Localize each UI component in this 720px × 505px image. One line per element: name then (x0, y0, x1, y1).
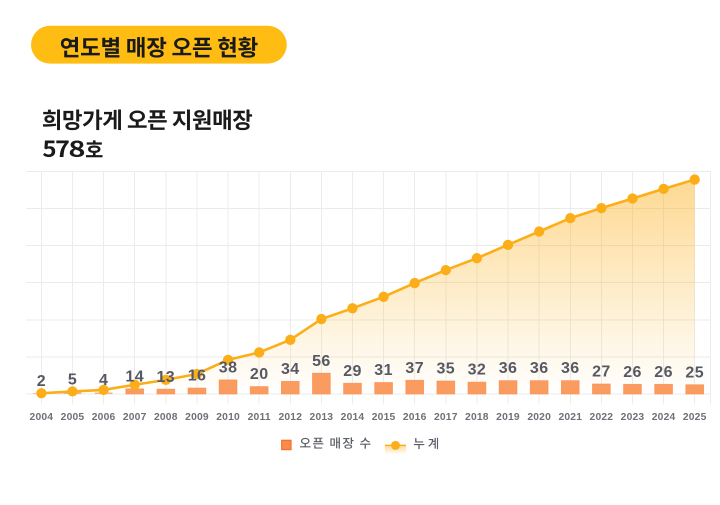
svg-text:26: 26 (623, 364, 642, 381)
svg-text:2020: 2020 (527, 412, 551, 423)
svg-text:2013: 2013 (310, 412, 334, 423)
svg-text:14: 14 (125, 368, 144, 385)
svg-text:5: 5 (68, 372, 77, 389)
svg-text:2024: 2024 (652, 412, 676, 423)
svg-text:16: 16 (188, 368, 207, 385)
svg-text:38: 38 (219, 360, 238, 377)
svg-text:2017: 2017 (434, 412, 458, 423)
svg-text:2011: 2011 (248, 412, 271, 423)
svg-text:2018: 2018 (465, 412, 489, 423)
svg-text:37: 37 (405, 360, 424, 377)
svg-text:2004: 2004 (30, 412, 54, 423)
svg-text:36: 36 (499, 360, 518, 377)
svg-text:29: 29 (343, 363, 362, 380)
svg-text:2010: 2010 (216, 412, 240, 423)
svg-text:4: 4 (99, 372, 108, 389)
svg-text:2: 2 (37, 373, 46, 390)
svg-text:34: 34 (281, 361, 300, 378)
svg-text:25: 25 (685, 364, 704, 381)
svg-text:36: 36 (530, 360, 549, 377)
svg-text:32: 32 (468, 362, 487, 379)
svg-text:2022: 2022 (590, 412, 614, 423)
svg-text:2005: 2005 (61, 412, 85, 423)
svg-text:56: 56 (312, 353, 331, 370)
svg-text:2008: 2008 (154, 412, 178, 423)
svg-text:26: 26 (654, 364, 673, 381)
svg-text:20: 20 (250, 366, 269, 383)
svg-text:31: 31 (374, 362, 393, 379)
svg-text:2016: 2016 (403, 412, 427, 423)
svg-text:2014: 2014 (341, 412, 365, 423)
svg-text:2019: 2019 (496, 412, 520, 423)
svg-text:2009: 2009 (185, 412, 209, 423)
svg-text:2007: 2007 (123, 412, 147, 423)
svg-text:35: 35 (436, 361, 455, 378)
svg-text:2015: 2015 (372, 412, 396, 423)
svg-text:2021: 2021 (558, 412, 582, 423)
svg-text:36: 36 (561, 360, 580, 377)
svg-text:2023: 2023 (621, 412, 645, 423)
svg-text:2012: 2012 (278, 412, 302, 423)
svg-text:2006: 2006 (92, 412, 116, 423)
svg-text:27: 27 (592, 364, 611, 381)
svg-text:13: 13 (156, 369, 175, 386)
svg-text:2025: 2025 (683, 412, 707, 423)
